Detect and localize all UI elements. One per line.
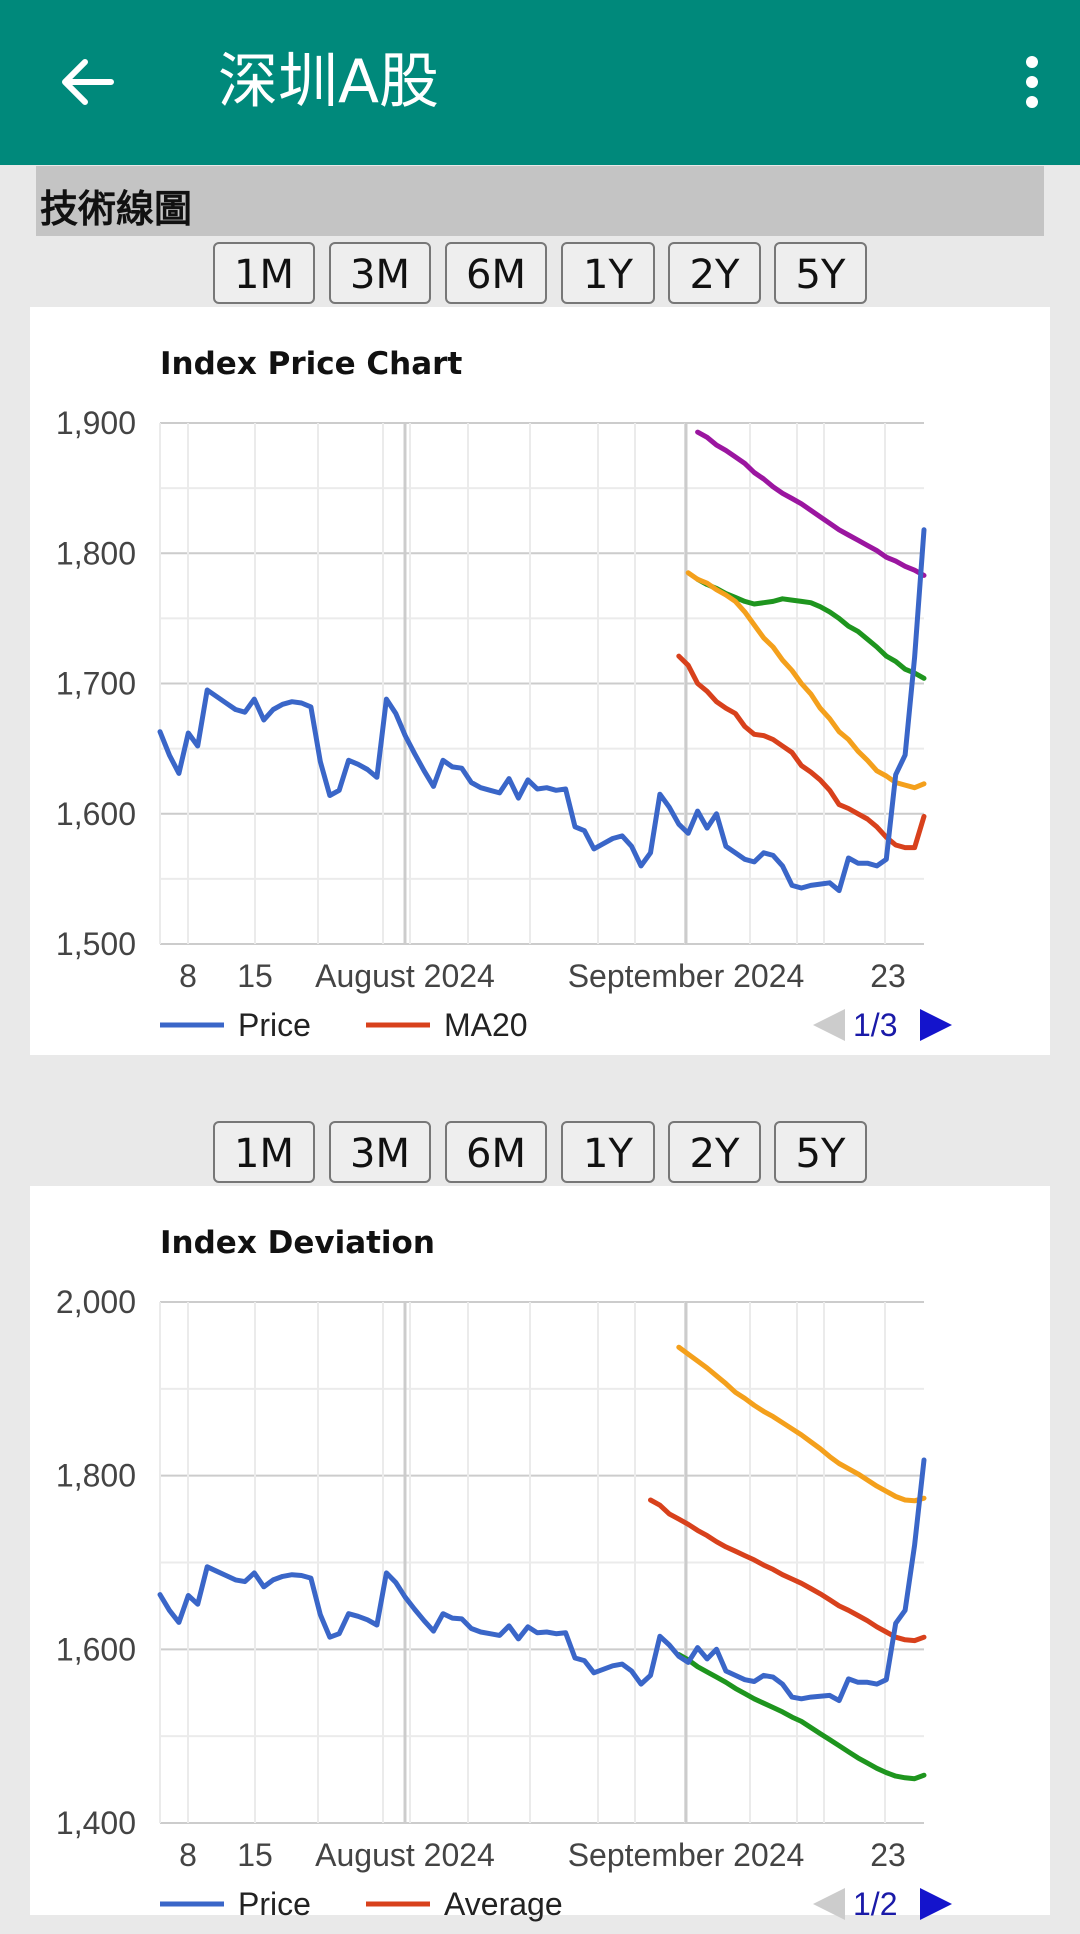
legend-label-price: Price [238,1007,311,1043]
x-tick-label: 8 [179,1837,197,1873]
series-line-line-3 [676,1652,927,1782]
pager-prev-icon[interactable] [813,1009,845,1041]
x-tick-label: August 2024 [315,958,495,994]
page-title: 深圳A股 [218,47,440,117]
range-selector-deviation: 1M 3M 6M 1Y 2Y 5Y [0,1121,1080,1187]
pager-label: 1/2 [853,1886,897,1922]
range-button-2y[interactable]: 2Y [668,242,761,304]
legend-label-average: Average [444,1886,563,1922]
y-tick-label: 1,800 [56,1458,136,1494]
range-button-6m[interactable]: 6M [445,1121,547,1183]
chart-title: Index Price Chart [160,346,462,382]
x-tick-label: 23 [870,1837,906,1873]
range-button-3m[interactable]: 3M [329,242,431,304]
pager-prev-icon[interactable] [813,1888,845,1920]
pager-next-icon[interactable] [920,1888,952,1920]
x-tick-label: 15 [237,958,273,994]
price-chart-card: Index Price Chart 1,900 1,800 1,700 1,600 1,5… [30,307,1050,1055]
y-tick-label: 1,500 [56,926,136,962]
y-tick-label: 1,900 [56,405,136,441]
series-line-line-2 [685,570,927,791]
section-header: 技術線圖 [36,166,1044,236]
x-tick-label: September 2024 [568,1837,805,1873]
series-line-price [157,527,927,894]
more-vert-icon[interactable] [1000,50,1064,114]
x-tick-label: 15 [237,1837,273,1873]
deviation-chart-card: Index Deviation 2,000 1,800 1,600 1,400 8 15 Au… [30,1186,1050,1922]
x-tick-label: 23 [870,958,906,994]
x-tick-label: September 2024 [568,958,805,994]
legend-label-price: Price [238,1886,311,1922]
y-tick-label: 1,800 [56,535,136,571]
chart-title: Index Deviation [160,1225,435,1261]
series-line-line-4 [695,429,927,578]
range-button-1m[interactable]: 1M [213,1121,315,1183]
x-tick-label: August 2024 [315,1837,495,1873]
series-line-ma20 [676,653,927,851]
range-button-1y[interactable]: 1Y [561,1121,655,1183]
app-bar: 深圳A股 [0,0,1080,165]
y-tick-label: 1,600 [56,796,136,832]
legend-label-ma20: MA20 [444,1007,528,1043]
range-button-3m[interactable]: 3M [329,1121,431,1183]
range-button-5y[interactable]: 5Y [774,242,867,304]
pager-next-icon[interactable] [920,1009,952,1041]
series-line-line-2 [676,1344,927,1504]
series-line-price [157,1457,927,1704]
range-button-5y[interactable]: 5Y [774,1121,867,1183]
y-tick-label: 1,600 [56,1631,136,1667]
x-tick-label: 8 [179,958,197,994]
range-selector-price: 1M 3M 6M 1Y 2Y 5Y [0,242,1080,308]
range-button-1y[interactable]: 1Y [561,242,655,304]
y-tick-label: 1,700 [56,666,136,702]
range-button-6m[interactable]: 6M [445,242,547,304]
deviation-chart: Index Deviation 2,000 1,800 1,600 1,400 8 15 Au… [56,1225,952,1922]
price-chart: Index Price Chart 1,900 1,800 1,700 1,600 1,5… [56,346,952,1043]
section-title: 技術線圖 [40,187,193,231]
series-line-line-3 [695,576,927,681]
range-button-1m[interactable]: 1M [213,242,315,304]
range-button-2y[interactable]: 2Y [668,1121,761,1183]
arrow-left-icon[interactable] [55,50,119,114]
y-tick-label: 1,400 [56,1805,136,1841]
series-line-average [648,1497,927,1644]
pager-label: 1/3 [853,1007,897,1043]
y-tick-label: 2,000 [56,1284,136,1320]
